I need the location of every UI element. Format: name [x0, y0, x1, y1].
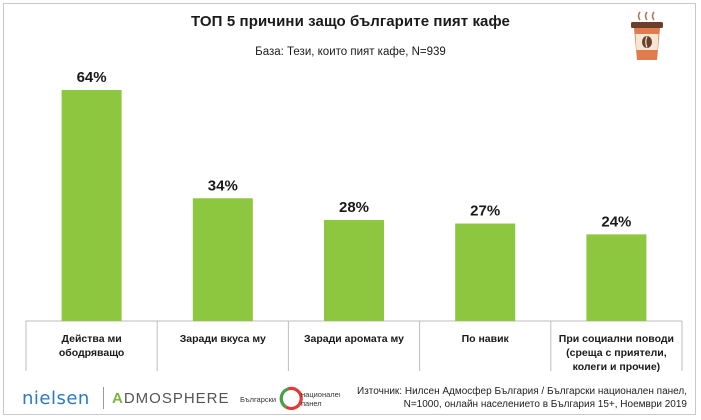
- category-label-1-line-1: Действа ми: [62, 333, 122, 345]
- bulgarian-national-panel-logo: Български национален панел: [240, 386, 340, 411]
- bar-5: [586, 234, 647, 321]
- category-label-3-line-1: Заради аромата му: [304, 333, 404, 345]
- chart-subtitle: База: Тези, които пият кафе, N=939: [255, 46, 446, 58]
- bar-4: [455, 223, 516, 321]
- data-label-1: 64%: [77, 69, 107, 86]
- category-label-5-line-3: колеги и прочие): [573, 361, 661, 373]
- source-line-1: Източник: Нилсен Адмосфер България / Бъл…: [357, 386, 687, 397]
- logo-divider: [103, 387, 104, 409]
- admosphere-logo-rest: DMOSPHERE: [123, 390, 230, 407]
- source-line-2: N=1000, онлайн населението в България 15…: [403, 399, 687, 410]
- category-label-1-line-2: ободряващо: [59, 347, 125, 359]
- category-label-5-line-2: (среща с приятели,: [566, 347, 667, 359]
- nielsen-logo: nielsen: [22, 388, 90, 409]
- bar-1: [61, 90, 122, 321]
- data-label-5: 24%: [601, 213, 631, 230]
- category-label-2-line-1: Заради вкуса му: [180, 333, 266, 345]
- bnp-logo-right-text-2: панел: [301, 399, 322, 408]
- chart-title: ТОП 5 причини защо българите пият кафе: [191, 13, 510, 30]
- category-label-4-line-1: По навик: [462, 333, 510, 345]
- bar-2: [192, 198, 253, 321]
- bnp-logo-left-text: Български: [240, 395, 276, 404]
- bnp-logo-right-text-1: национален: [301, 390, 340, 399]
- category-label-5-line-1: При социални поводи: [559, 333, 674, 345]
- source-note: Източник: Нилсен Адмосфер България / Бъл…: [357, 385, 687, 411]
- data-label-4: 27%: [470, 203, 500, 220]
- admosphere-logo: ADMOSPHERE: [112, 390, 230, 407]
- data-label-2: 34%: [208, 177, 238, 194]
- bar-3: [324, 219, 384, 321]
- coffee-cup-icon: [631, 11, 663, 60]
- admosphere-logo-a: A: [112, 390, 124, 407]
- data-label-3: 28%: [339, 199, 369, 216]
